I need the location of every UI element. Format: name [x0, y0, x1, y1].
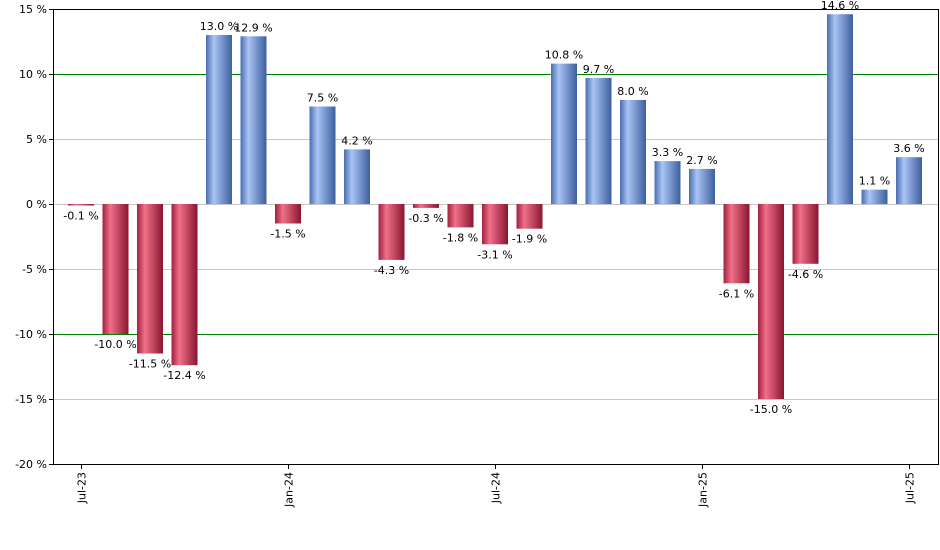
bar: [68, 204, 94, 206]
bar: [102, 204, 129, 334]
y-tick-label: -5 %: [22, 263, 47, 276]
data-label: 1.1 %: [859, 175, 890, 188]
bar: [275, 204, 301, 224]
y-tick-label: 10 %: [19, 68, 47, 81]
y-axis: 15 % 10 % 5 % 0 % -5 % -10 % -15 % -20 %: [15, 3, 53, 471]
data-label: 12.9 %: [234, 21, 272, 34]
data-label: -1.8 %: [443, 231, 478, 244]
data-label: -11.5 %: [129, 358, 171, 371]
bar: [482, 204, 508, 245]
data-label: -3.1 %: [477, 248, 512, 261]
data-label: -10.0 %: [94, 338, 136, 351]
x-tick-label: Jul-23: [76, 472, 89, 504]
bar: [551, 63, 577, 204]
bar: [344, 149, 370, 204]
y-tick-label: -15 %: [15, 393, 47, 406]
y-tick-label: 15 %: [19, 3, 47, 16]
data-label: 13.0 %: [200, 20, 238, 33]
bar: [137, 204, 163, 354]
x-tick-label: Jan-25: [697, 472, 710, 508]
bar: [723, 204, 750, 284]
data-label: -15.0 %: [750, 403, 792, 416]
bar: [206, 35, 232, 204]
data-label: -6.1 %: [719, 287, 754, 300]
data-label: 10.8 %: [545, 49, 583, 62]
bar: [896, 157, 922, 204]
bar: [309, 106, 336, 204]
data-label: -1.5 %: [270, 228, 305, 241]
bar: [447, 204, 474, 228]
data-label: -4.6 %: [788, 268, 823, 281]
y-tick-label: 0 %: [26, 198, 47, 211]
x-axis: Jul-23 Jan-24 Jul-24 Jan-25 Jul-25: [76, 464, 917, 508]
data-label: 9.7 %: [583, 63, 614, 76]
bars: [68, 14, 922, 399]
bar: [654, 161, 681, 204]
plot-frame: [53, 9, 939, 465]
data-label: 7.5 %: [307, 92, 338, 105]
data-label: 3.6 %: [893, 142, 924, 155]
bar: [585, 77, 612, 204]
bar: [171, 204, 198, 366]
data-labels: -0.1 % -10.0 % -11.5 %-12.4 % 13.0 %12.9 % -…: [63, 0, 924, 416]
bar: [792, 204, 819, 264]
data-label: 3.3 %: [652, 146, 683, 159]
x-tick-label: Jul-24: [490, 472, 503, 504]
data-label: 2.7 %: [686, 154, 717, 167]
bar: [861, 189, 888, 204]
bar: [689, 168, 715, 204]
bar: [516, 204, 543, 229]
data-label: 8.0 %: [617, 85, 648, 98]
bar: [413, 204, 439, 208]
data-label: 14.6 %: [821, 0, 859, 12]
bar: [620, 100, 646, 204]
y-tick-label: 5 %: [26, 133, 47, 146]
data-label: -12.4 %: [163, 369, 205, 382]
y-tick-label: -20 %: [15, 458, 47, 471]
data-label: 4.2 %: [341, 134, 372, 147]
data-label: -1.9 %: [512, 233, 547, 246]
data-label: -0.1 %: [63, 209, 98, 222]
reference-lines: [53, 74, 939, 335]
bar: [378, 204, 405, 260]
x-tick-label: Jan-24: [283, 472, 296, 508]
bar: [827, 14, 853, 205]
bar: [240, 36, 267, 204]
bar: [758, 204, 784, 399]
y-tick-label: -10 %: [15, 328, 47, 341]
data-label: -4.3 %: [374, 264, 409, 277]
x-tick-label: Jul-25: [904, 472, 917, 504]
data-label: -0.3 %: [408, 212, 443, 225]
